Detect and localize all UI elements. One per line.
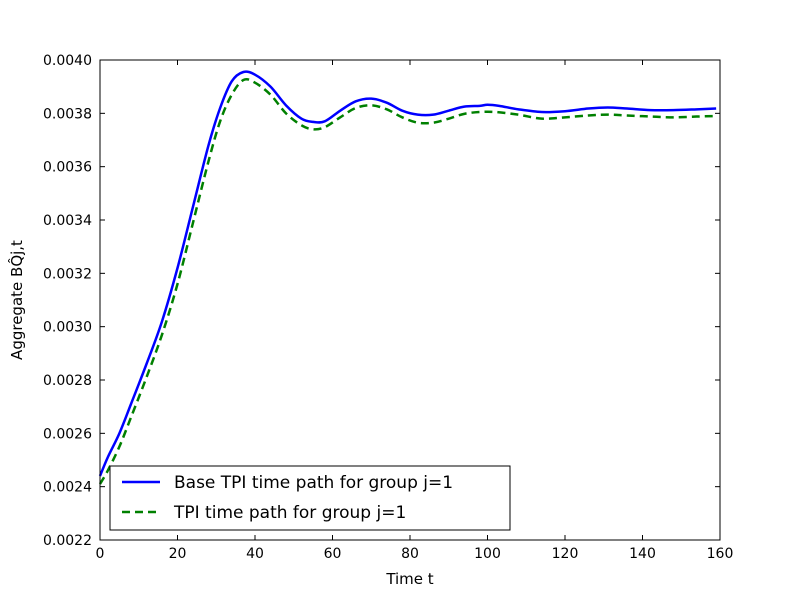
x-tick-label: 120 — [552, 546, 579, 562]
y-tick-label: 0.0022 — [43, 533, 92, 549]
x-tick-label: 140 — [629, 546, 656, 562]
y-tick-label: 0.0040 — [43, 53, 92, 69]
legend-label-tpi: TPI time path for group j=1 — [173, 503, 406, 523]
y-tick-label: 0.0038 — [43, 106, 92, 122]
y-tick-label: 0.0028 — [43, 373, 92, 389]
x-axis-label: Time t — [385, 570, 433, 588]
plot-frame — [99, 59, 721, 541]
x-tick-label: 0 — [96, 546, 105, 562]
legend-box — [109, 465, 511, 531]
x-tick-label: 20 — [169, 546, 187, 562]
y-tick-label: 0.0030 — [43, 320, 92, 336]
series-line-tpi — [98, 77, 717, 485]
y-tick-label: 0.0032 — [43, 266, 92, 282]
x-tick-label: 100 — [474, 546, 501, 562]
y-tick-label: 0.0034 — [43, 213, 92, 229]
y-axis-label: Aggregate BQ̂j,t — [7, 240, 26, 360]
y-tick-label: 0.0026 — [43, 426, 92, 442]
plot-area — [100, 60, 720, 540]
series-line-base-tpi — [98, 70, 717, 477]
x-tick-label: 60 — [324, 546, 342, 562]
x-tick-label: 160 — [707, 546, 734, 562]
x-tick-label: 80 — [401, 546, 419, 562]
legend: Base TPI time path for group j=1 TPI tim… — [109, 465, 511, 531]
y-tick-label: 0.0036 — [43, 160, 92, 176]
x-tick-label: 40 — [246, 546, 264, 562]
legend-label-base-tpi: Base TPI time path for group j=1 — [174, 473, 453, 493]
y-tick-label: 0.0024 — [43, 480, 92, 496]
